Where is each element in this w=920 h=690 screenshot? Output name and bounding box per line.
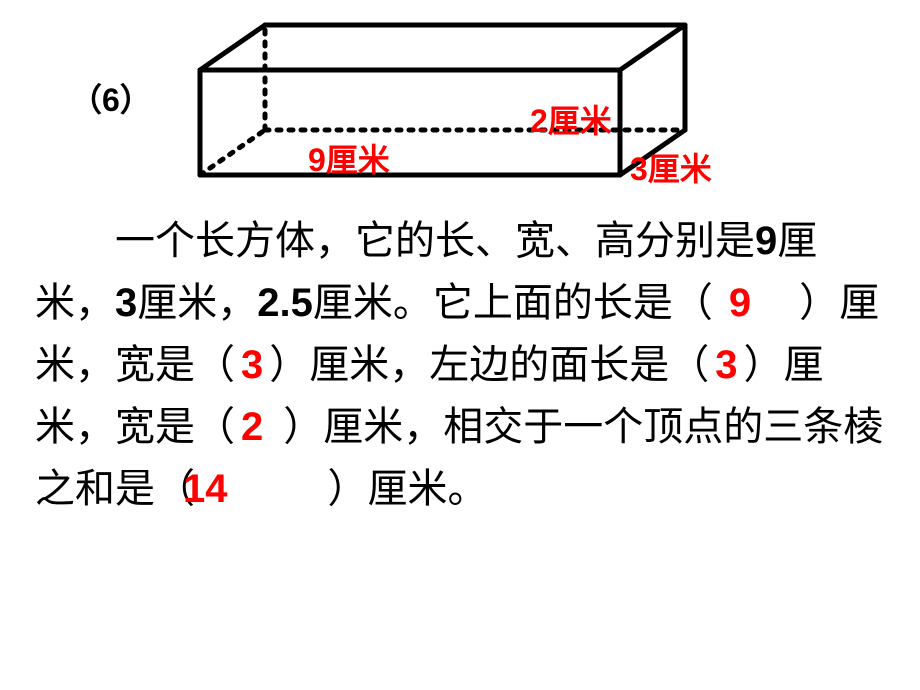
t-u3: 厘米。它上面的长是（: [313, 280, 713, 325]
t-n1: 9: [755, 219, 777, 263]
ans-left-width: 2: [241, 396, 263, 458]
ans-top-length: 9: [729, 272, 751, 334]
ans-left-length: 3: [715, 334, 737, 396]
dim-height-label: 2厘米: [530, 96, 612, 142]
problem-text: 一个长方体，它的长、宽、高分别是9厘米，3厘米，2.5厘米。它上面的长是（9）厘…: [0, 210, 920, 520]
ans-top-width: 3: [241, 334, 263, 396]
t-p1: 一个长方体，它的长、宽、高分别是: [115, 218, 755, 263]
t-p3: ）厘米，左边的面长是（: [269, 342, 709, 387]
dim-width-label: 3厘米: [630, 144, 712, 190]
t-n2: 3: [115, 281, 137, 325]
t-n3: 2.5: [257, 281, 313, 325]
t-u2: 厘米，: [137, 280, 257, 325]
question-number: （6）: [70, 78, 152, 123]
ans-sum-edges: 14: [183, 458, 228, 520]
t-p6: ）厘米。: [328, 466, 488, 511]
cuboid-diagram: （6） 2厘米 9厘米 3厘米: [0, 0, 920, 200]
dim-length-label: 9厘米: [308, 135, 390, 181]
